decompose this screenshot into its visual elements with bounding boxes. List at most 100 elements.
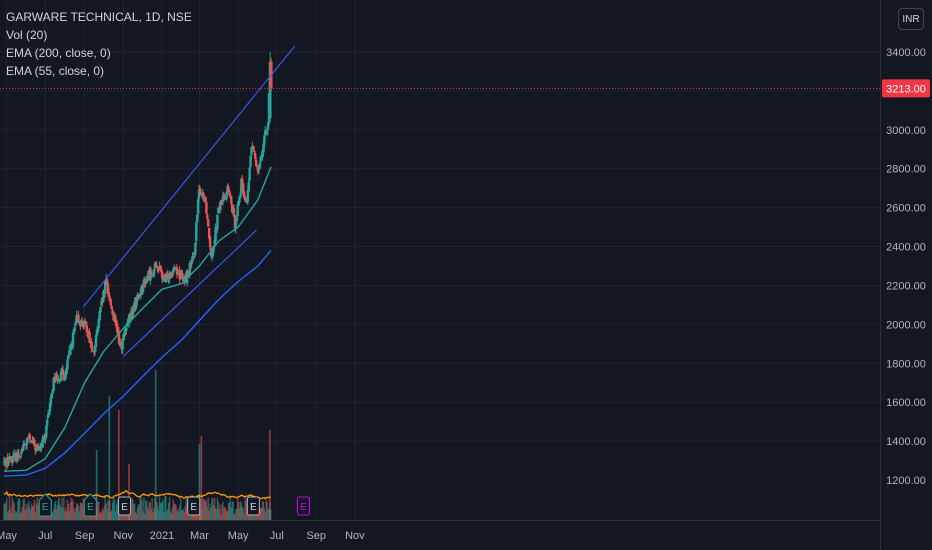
candle-body — [47, 412, 51, 415]
candle-body — [154, 263, 158, 265]
candles — [2, 52, 273, 472]
volume-bar — [131, 497, 133, 520]
volume-bar — [63, 497, 65, 520]
volume-bar — [193, 513, 196, 520]
candle-body — [31, 440, 34, 444]
candle-body — [234, 222, 238, 229]
candle-body — [124, 331, 127, 333]
earnings-event-earnings-neutral: E — [118, 496, 132, 516]
earnings-label: E — [121, 502, 128, 513]
volume-bar — [204, 501, 207, 520]
candle-body — [46, 419, 49, 426]
indicator-volume[interactable]: Vol (20) — [6, 28, 48, 42]
volume-bar — [139, 497, 141, 520]
candle-body — [204, 196, 207, 201]
volume-bar — [177, 508, 179, 520]
y-tick-label: 1600.00 — [886, 397, 926, 409]
indicator-ema-200[interactable]: EMA (200, close, 0) — [6, 46, 111, 60]
x-tick-label: May — [0, 530, 17, 542]
currency-badge[interactable]: INR — [898, 8, 924, 30]
candle-body — [236, 204, 239, 216]
candle-body — [239, 193, 242, 196]
volume-bar — [3, 503, 5, 520]
volume-bar — [99, 511, 102, 520]
candle-body — [255, 165, 259, 167]
candle-body — [190, 260, 193, 264]
volume-bar — [232, 501, 234, 520]
earnings-flag — [118, 496, 132, 516]
candle-body — [12, 453, 16, 456]
indicator-ema-55[interactable]: EMA (55, close, 0) — [6, 64, 105, 78]
candle-body — [253, 153, 257, 159]
volume-bar — [58, 497, 60, 520]
volume-bar — [32, 505, 35, 520]
x-tick-label: Nov — [114, 530, 134, 542]
candle-body — [77, 315, 80, 323]
volume-bar — [264, 511, 266, 520]
volume-bar — [72, 499, 74, 520]
volume-bar — [207, 497, 209, 520]
x-tick-label: May — [228, 530, 249, 542]
candle-body — [106, 283, 110, 294]
volume-bar — [140, 497, 142, 520]
volume-bar — [6, 498, 8, 520]
volume-bar — [191, 511, 194, 520]
volume-bar — [22, 499, 25, 520]
volume-bar — [53, 503, 56, 520]
x-tick-label: Jul — [38, 530, 52, 542]
candle-body — [260, 156, 263, 158]
candle-body — [28, 434, 31, 439]
y-tick-label: 3000.00 — [886, 125, 926, 137]
volume-bar — [101, 508, 104, 520]
volume-bar — [165, 496, 167, 520]
candle-body — [243, 196, 247, 199]
volume-bar — [171, 507, 174, 520]
candle-body — [17, 453, 20, 457]
earnings-label: E — [250, 502, 257, 513]
volume-ma-line — [3, 490, 272, 500]
candle-body — [61, 369, 65, 375]
volume-bar — [240, 502, 243, 520]
candle-body — [235, 216, 238, 222]
volume-bar — [24, 510, 26, 520]
volume-bar — [172, 499, 174, 520]
volume-bar — [82, 497, 84, 520]
earnings-event-earnings: E — [38, 493, 52, 517]
candle-body — [252, 146, 255, 151]
volume-bar — [156, 504, 159, 520]
candle-body — [216, 214, 219, 230]
volume-bar — [148, 501, 151, 520]
volume-bar — [29, 509, 32, 520]
candle-body — [117, 331, 121, 344]
volume-ma — [3, 490, 272, 500]
volume-bar — [186, 501, 188, 520]
candle-body — [18, 455, 21, 457]
volume-bar — [137, 504, 140, 520]
volume-bar — [206, 507, 209, 520]
earnings-event-earnings: E — [83, 493, 97, 517]
volume-bar — [14, 510, 16, 520]
candle-body — [205, 201, 208, 214]
candle-body — [122, 337, 125, 340]
volume-bar — [30, 503, 33, 520]
volume-bar — [163, 512, 165, 520]
volume-bar — [71, 501, 73, 520]
volume-bar — [245, 497, 247, 520]
earnings-label: E — [190, 502, 197, 513]
volume-bar — [149, 502, 151, 520]
volume-bar — [81, 503, 83, 520]
candle-body — [59, 371, 63, 381]
volume-bar — [213, 505, 215, 520]
candle-body — [93, 345, 97, 352]
candle-body — [207, 219, 210, 227]
y-tick-label: 2400.00 — [886, 242, 926, 254]
earnings-flag — [296, 496, 310, 516]
candle-body — [160, 270, 163, 273]
volume-bar — [67, 504, 70, 520]
volume-bar — [135, 513, 138, 520]
volume-bar — [244, 500, 246, 520]
trendline — [82, 45, 296, 308]
volume-bar — [208, 511, 210, 520]
volume-bar — [205, 499, 208, 520]
